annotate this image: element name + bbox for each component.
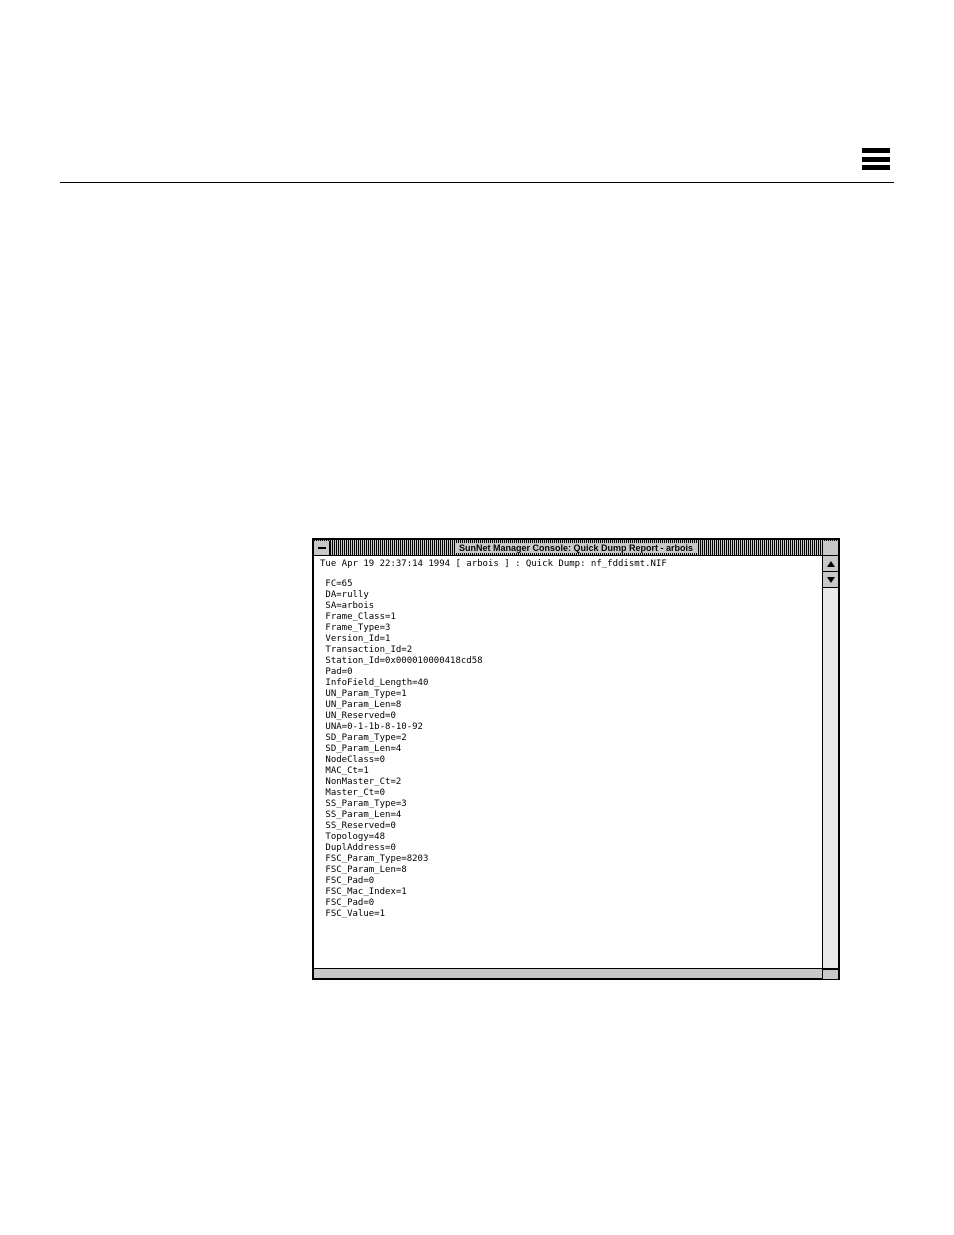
titlebar[interactable]: SunNet Manager Console: Quick Dump Repor… bbox=[314, 540, 838, 556]
window-title: SunNet Manager Console: Quick Dump Repor… bbox=[455, 543, 697, 553]
bottom-bar bbox=[314, 968, 838, 978]
scroll-track[interactable] bbox=[823, 588, 838, 968]
quick-dump-window: SunNet Manager Console: Quick Dump Repor… bbox=[312, 538, 840, 980]
scroll-up-button[interactable] bbox=[823, 556, 838, 572]
arrow-down-icon bbox=[827, 577, 835, 583]
dump-header: Tue Apr 19 22:37:14 1994 [ arbois ] : Qu… bbox=[320, 559, 816, 570]
arrow-up-icon bbox=[827, 561, 835, 567]
dump-lines: FC=65 DA=rully SA=arbois Frame_Class=1 F… bbox=[320, 579, 816, 920]
page-rule bbox=[60, 182, 894, 183]
window-menu-button[interactable] bbox=[314, 541, 330, 555]
menu-icon bbox=[862, 148, 890, 170]
vertical-scrollbar[interactable] bbox=[822, 556, 838, 968]
scroll-down-button[interactable] bbox=[823, 572, 838, 588]
window-body: Tue Apr 19 22:37:14 1994 [ arbois ] : Qu… bbox=[314, 556, 838, 968]
dump-content: Tue Apr 19 22:37:14 1994 [ arbois ] : Qu… bbox=[314, 556, 822, 968]
resize-corner[interactable] bbox=[822, 969, 838, 979]
window-control[interactable] bbox=[822, 541, 838, 555]
